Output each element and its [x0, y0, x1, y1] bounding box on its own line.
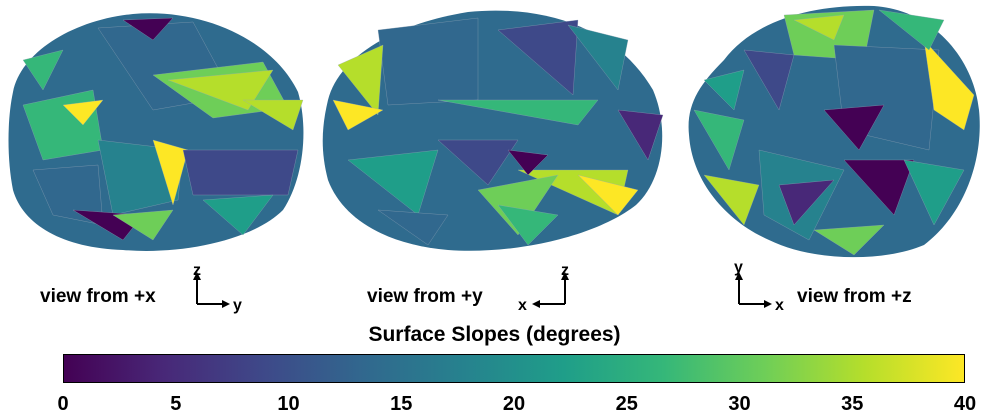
colorbar-title: Surface Slopes (degrees)	[368, 323, 621, 346]
view-label-x: view from +x	[40, 286, 156, 307]
colorbar-tick-label: 35	[841, 393, 864, 415]
colorbar-tick-label: 20	[502, 393, 526, 415]
colorbar-tick-label: 25	[615, 393, 638, 415]
colorbar-tick-label: 15	[390, 393, 413, 415]
axis-triad-x: z y	[193, 262, 242, 314]
view-label-z: view from +z	[797, 286, 912, 307]
colorbar-tick-label: 10	[277, 393, 300, 415]
axis-label-vertical: z	[193, 262, 201, 279]
asteroid-view-y	[318, 0, 668, 258]
asteroid-shape-z	[688, 5, 980, 258]
colorbar-tick-label: 30	[728, 393, 751, 415]
axis-label-horizontal: x	[518, 297, 527, 314]
asteroid-view-x	[3, 0, 308, 258]
colorbar-tick-label: 5	[170, 393, 182, 415]
asteroid-view-z	[684, 0, 986, 262]
axis-triad-y: z x	[518, 262, 569, 314]
axis-label-horizontal: x	[775, 297, 784, 314]
axis-triad-z: y x	[734, 259, 784, 314]
colorbar-tick-label: 0	[57, 393, 69, 415]
colorbar	[63, 354, 965, 383]
colorbar-tick-label: 40	[953, 393, 977, 415]
asteroid-shape-x	[8, 13, 304, 251]
axis-label-horizontal: y	[233, 297, 242, 314]
axis-label-vertical: z	[561, 262, 569, 279]
axis-label-vertical: y	[734, 259, 743, 276]
asteroid-shape-y	[322, 10, 664, 251]
view-label-y: view from +y	[367, 286, 483, 307]
